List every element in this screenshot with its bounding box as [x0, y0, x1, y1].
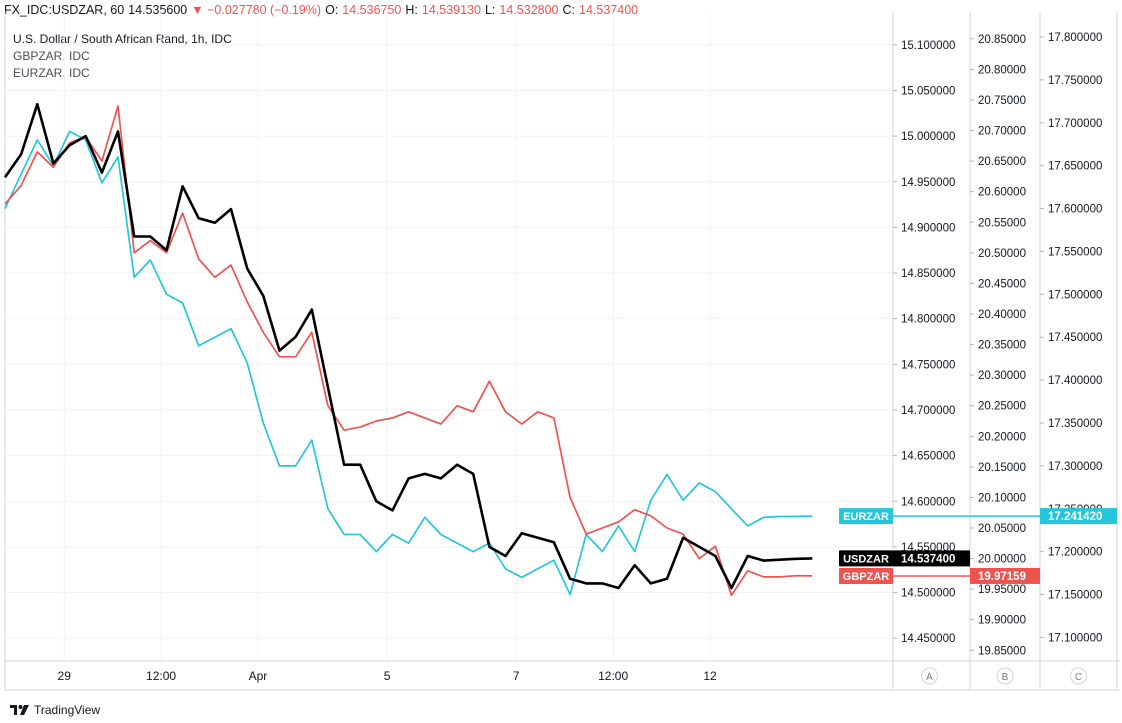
y-tick-label-a: 14.750000 — [901, 359, 955, 371]
y-tick-label-b: 20.85000 — [978, 34, 1026, 46]
x-tick-label: 5 — [384, 669, 391, 683]
y-tick-label-c: 17.700000 — [1048, 118, 1102, 130]
y-tick-label-c: 17.750000 — [1048, 75, 1102, 87]
y-tick-label-a: 14.900000 — [901, 222, 955, 234]
axis-title-badge-b[interactable] — [996, 667, 1014, 685]
y-tick-label-b: 20.60000 — [978, 187, 1026, 199]
y-tick-label-b: 20.20000 — [978, 431, 1026, 443]
symbol-label[interactable]: FX_IDC:USDZAR, 60 — [4, 3, 125, 17]
y-tick-label-b: 20.70000 — [978, 126, 1026, 138]
axis-title-badge-a[interactable] — [921, 667, 938, 685]
y-tick-label-a: 15.050000 — [901, 85, 955, 97]
y-tick-label-b: 20.00000 — [978, 554, 1026, 566]
high-value: 14.539130 — [421, 3, 481, 17]
y-tick-label-b: 20.15000 — [978, 462, 1026, 474]
y-tick-label-c: 17.500000 — [1048, 289, 1102, 301]
y-tick-label-b: 20.55000 — [978, 217, 1026, 229]
axis-title-a: A — [926, 672, 933, 683]
legend-eurzar[interactable]: EURZAR, IDC — [13, 66, 90, 80]
y-tick-label-a: 14.650000 — [901, 451, 955, 463]
legend-gbpzar[interactable]: GBPZAR, IDC — [13, 49, 90, 63]
y-tick-label-b: 20.05000 — [978, 523, 1026, 535]
y-tick-label-b: 19.90000 — [978, 615, 1026, 627]
y-tick-label-c: 17.400000 — [1048, 375, 1102, 387]
y-tick-label-b: 19.95000 — [978, 584, 1026, 596]
price-label-gbpzar: 19.97159 — [978, 571, 1026, 583]
y-tick-label-a: 15.100000 — [901, 40, 955, 52]
brand-label[interactable]: TradingView — [34, 703, 101, 717]
series-tag-gbpzar[interactable] — [839, 567, 893, 584]
low-label: L: — [484, 3, 496, 17]
close-value: 14.537400 — [579, 3, 639, 17]
axis-title-badge-c[interactable] — [1070, 667, 1087, 685]
y-tick-label-b: 19.85000 — [978, 645, 1026, 657]
y-tick-label-b: 20.30000 — [978, 370, 1026, 382]
price-label-bg-eurzar — [1040, 508, 1117, 525]
y-tick-label-b: 20.25000 — [978, 401, 1026, 413]
low-value: 14.532800 — [499, 3, 559, 17]
price-label-bg-gbpzar — [970, 567, 1040, 584]
y-tick-label-c: 17.300000 — [1048, 461, 1102, 473]
ohlc-header: FX_IDC:USDZAR, 60 14.535600 ▼ −0.027780 … — [4, 1, 638, 19]
y-tick-label-b: 20.10000 — [978, 492, 1026, 504]
x-tick-label: 12:00 — [146, 669, 176, 683]
y-tick-label-c: 17.150000 — [1048, 590, 1102, 602]
x-tick-label: 7 — [513, 669, 520, 683]
y-tick-label-a: 15.000000 — [901, 131, 955, 143]
y-tick-label-c: 17.600000 — [1048, 204, 1102, 216]
y-tick-label-c: 17.550000 — [1048, 246, 1102, 258]
y-tick-label-a: 14.500000 — [901, 588, 955, 600]
axis-title-b: B — [1002, 672, 1009, 683]
y-tick-label-c: 17.800000 — [1048, 32, 1102, 44]
high-label: H: — [405, 3, 418, 17]
x-tick-label: Apr — [249, 669, 268, 683]
series-tag-eurzar[interactable] — [839, 508, 893, 525]
x-tick-label: 12:00 — [598, 669, 628, 683]
y-tick-label-b: 20.50000 — [978, 248, 1026, 260]
y-tick-label-a: 14.800000 — [901, 314, 955, 326]
price-change: ▼ −0.027780 (−0.19%) — [191, 3, 322, 17]
price-label-bg-usdzar — [893, 550, 970, 567]
y-tick-label-b: 20.35000 — [978, 340, 1026, 352]
series-line-usdzar[interactable] — [3, 102, 813, 590]
y-tick-label-c: 17.100000 — [1048, 632, 1102, 644]
close-label: C: — [562, 3, 576, 17]
y-tick-label-a: 14.700000 — [901, 405, 955, 417]
y-tick-label-c: 17.650000 — [1048, 161, 1102, 173]
tradingview-logo-icon[interactable] — [10, 703, 30, 717]
series-line-gbpzar[interactable] — [4, 105, 813, 597]
y-tick-label-b: 20.80000 — [978, 64, 1026, 76]
y-tick-label-a: 14.600000 — [901, 496, 955, 508]
axis-title-c: C — [1075, 672, 1082, 683]
y-tick-label-b: 20.65000 — [978, 156, 1026, 168]
price-label-eurzar: 17.241420 — [1048, 511, 1102, 523]
footer: TradingView — [10, 701, 100, 719]
series-line-eurzar[interactable] — [4, 130, 813, 596]
x-tick-label: 12 — [703, 669, 717, 683]
series-tag-label-eurzar: EURZAR — [843, 511, 889, 523]
legend-main-series[interactable]: U.S. Dollar / South African Rand, 1h, ID… — [13, 32, 232, 46]
series-tag-label-gbpzar: GBPZAR — [843, 571, 890, 583]
y-tick-label-a: 14.850000 — [901, 268, 955, 280]
y-tick-label-c: 17.200000 — [1048, 547, 1102, 559]
y-tick-label-b: 20.75000 — [978, 95, 1026, 107]
last-price: 14.535600 — [128, 3, 188, 17]
y-tick-label-c: 17.450000 — [1048, 332, 1102, 344]
y-tick-label-a: 14.950000 — [901, 177, 955, 189]
y-tick-label-b: 20.45000 — [978, 278, 1026, 290]
x-tick-label: 29 — [58, 669, 72, 683]
series-tag-usdzar[interactable] — [839, 550, 893, 567]
series-tag-label-usdzar: USDZAR — [843, 553, 889, 565]
y-tick-label-a: 14.450000 — [901, 633, 955, 645]
price-label-usdzar: 14.537400 — [901, 553, 955, 565]
y-tick-label-c: 17.350000 — [1048, 418, 1102, 430]
y-tick-label-b: 20.40000 — [978, 309, 1026, 321]
open-label: O: — [325, 3, 339, 17]
chart-canvas[interactable]: 29 12:00 Apr 5 7 12:00 12 15.100000 15.050000 15.… — [0, 0, 1122, 700]
